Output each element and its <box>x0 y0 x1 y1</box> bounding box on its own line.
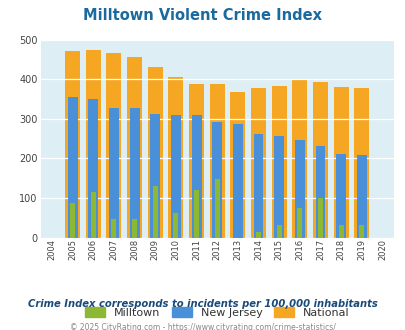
Text: Milltown Violent Crime Index: Milltown Violent Crime Index <box>83 8 322 23</box>
Bar <box>312 82 327 238</box>
Bar <box>271 86 286 238</box>
Legend: Milltown, New Jersey, National: Milltown, New Jersey, National <box>81 303 353 322</box>
Bar <box>168 77 183 238</box>
Bar <box>273 136 283 238</box>
Bar <box>109 108 119 238</box>
Bar <box>250 88 265 238</box>
Bar <box>356 155 366 238</box>
Bar <box>232 123 242 238</box>
Bar <box>173 213 178 238</box>
Bar <box>150 115 160 238</box>
Bar <box>194 190 198 238</box>
Text: Crime Index corresponds to incidents per 100,000 inhabitants: Crime Index corresponds to incidents per… <box>28 299 377 309</box>
Bar <box>152 186 157 238</box>
Bar <box>147 67 162 238</box>
Bar <box>106 53 121 238</box>
Bar <box>296 208 302 238</box>
Bar <box>129 108 139 238</box>
Bar <box>276 225 281 238</box>
Bar <box>253 134 263 238</box>
Bar <box>189 84 203 238</box>
Bar <box>292 81 307 238</box>
Bar <box>209 84 224 238</box>
Bar <box>230 92 245 238</box>
Bar <box>127 57 142 238</box>
Bar <box>212 122 222 238</box>
Bar <box>70 203 75 238</box>
Bar <box>111 219 116 238</box>
Bar <box>85 50 100 238</box>
Bar <box>132 219 137 238</box>
Bar <box>315 146 325 238</box>
Bar <box>358 225 363 238</box>
Bar <box>317 198 322 238</box>
Bar <box>338 225 343 238</box>
Bar <box>256 232 260 238</box>
Bar <box>335 154 345 238</box>
Bar <box>333 87 348 238</box>
Bar <box>91 192 96 238</box>
Bar <box>65 51 80 238</box>
Text: © 2025 CityRating.com - https://www.cityrating.com/crime-statistics/: © 2025 CityRating.com - https://www.city… <box>70 323 335 330</box>
Bar <box>171 115 180 238</box>
Bar <box>354 87 368 238</box>
Bar <box>191 115 201 238</box>
Bar <box>294 140 304 238</box>
Bar <box>68 97 77 238</box>
Bar <box>88 99 98 238</box>
Bar <box>214 179 219 238</box>
